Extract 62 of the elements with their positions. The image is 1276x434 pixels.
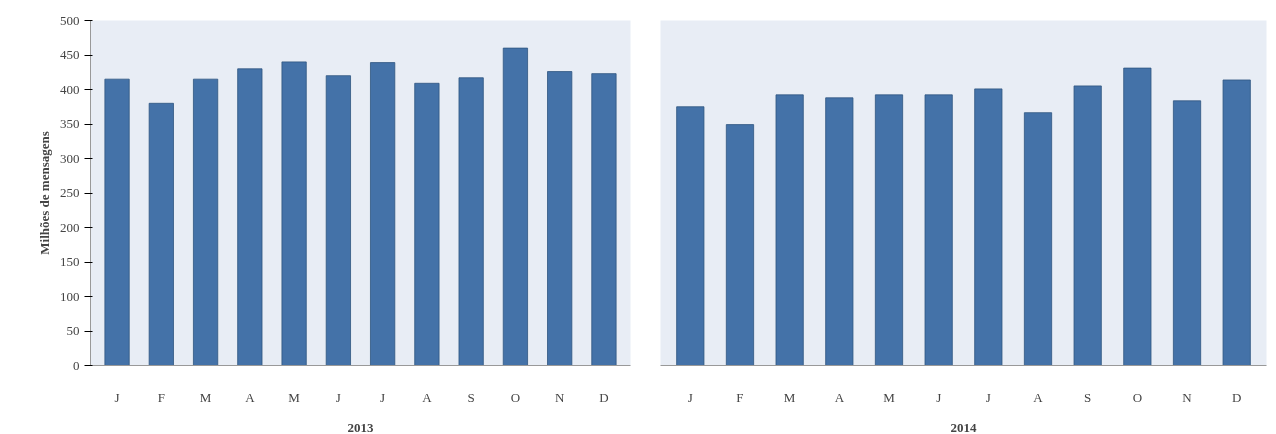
bar: [825, 97, 854, 366]
x-tick-label: A: [422, 389, 433, 405]
bar: [414, 82, 440, 366]
x-tick-label: F: [157, 389, 165, 405]
x-tick-label: J: [380, 389, 386, 405]
x-tick-label: S: [467, 389, 475, 405]
bar: [193, 78, 219, 366]
x-tick-label: F: [736, 389, 744, 405]
y-tick-label: 350: [60, 116, 80, 131]
x-tick-label: J: [335, 389, 341, 405]
y-tick-label: 450: [60, 47, 80, 62]
bar: [370, 62, 396, 366]
x-tick-label: D: [599, 389, 609, 405]
bar: [676, 106, 705, 366]
bar: [547, 71, 573, 366]
x-tick-label: N: [1182, 389, 1193, 405]
y-tick-label: 400: [60, 81, 80, 97]
y-tick-label: 100: [60, 288, 80, 304]
bar: [1073, 85, 1102, 366]
bar: [974, 88, 1003, 366]
bar: [874, 94, 904, 366]
bar: [775, 94, 804, 366]
y-axis-title: Milhões de mensagens: [37, 131, 52, 255]
y-tick-label: 0: [73, 357, 80, 373]
y-tick-label: 150: [60, 254, 80, 269]
x-tick-label: N: [554, 389, 565, 405]
bar: [591, 73, 617, 366]
x-tick-label: A: [834, 389, 845, 405]
x-tick-label: D: [1232, 389, 1242, 405]
x-tick-label: M: [199, 389, 212, 405]
x-axis-title: 2014: [950, 419, 977, 434]
x-tick-label: A: [1033, 389, 1044, 405]
x-tick-label: J: [687, 389, 693, 405]
bar: [1123, 67, 1152, 366]
bar: [1023, 112, 1053, 366]
y-tick-label: 300: [60, 150, 80, 166]
bar: [1172, 100, 1202, 366]
bar: [725, 124, 755, 366]
x-tick-label: O: [1132, 389, 1143, 405]
bar: [104, 78, 130, 366]
x-tick-label: J: [114, 389, 120, 405]
x-tick-label: M: [883, 389, 896, 405]
y-tick-label: 500: [60, 12, 80, 28]
bar: [148, 102, 174, 366]
y-tick-label: 50: [66, 323, 80, 338]
y-tick-label: 250: [60, 185, 80, 200]
x-tick-label: O: [510, 389, 521, 405]
x-axis-title: 2013: [347, 419, 374, 434]
y-tick-label: 200: [60, 219, 80, 235]
x-tick-label: M: [288, 389, 301, 405]
bar: [1222, 79, 1251, 366]
x-tick-label: A: [245, 389, 256, 405]
x-tick-label: J: [985, 389, 991, 405]
x-tick-label: S: [1084, 389, 1092, 405]
bar: [458, 77, 484, 366]
bar: [325, 75, 351, 366]
bar: [924, 94, 953, 366]
x-tick-label: M: [783, 389, 796, 405]
bar: [237, 68, 263, 366]
bar: [281, 61, 307, 366]
x-tick-label: J: [936, 389, 942, 405]
bar: [502, 47, 528, 366]
